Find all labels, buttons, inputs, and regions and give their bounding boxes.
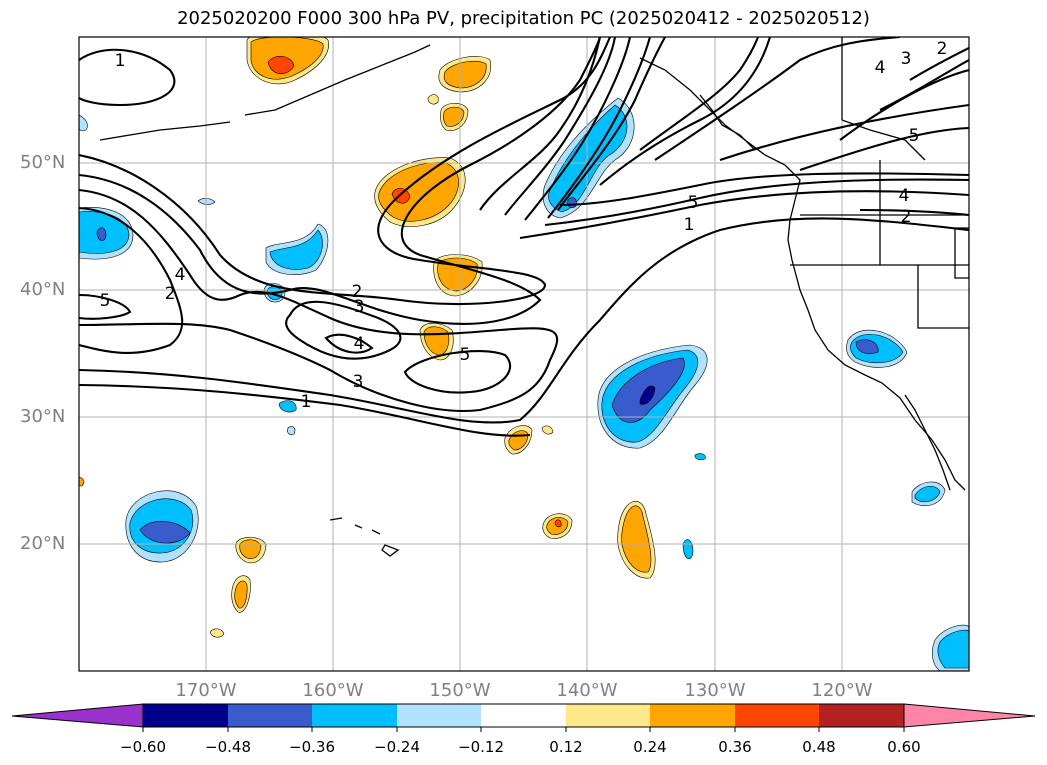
pv-contour-ridge-4	[547, 37, 652, 219]
border-montana	[954, 227, 969, 279]
map-title: 2025020200 F000 300 hPa PV, precipitatio…	[177, 8, 870, 29]
contour-label: 5	[100, 291, 111, 311]
lon-label: 140°W	[556, 680, 618, 701]
contour-label: 4	[175, 265, 186, 285]
aleutian-islands	[244, 44, 431, 116]
colorbar-outline	[142, 703, 905, 728]
alaska-panhandle	[699, 94, 756, 151]
colorbar-swatch	[819, 704, 904, 727]
border-nevada	[917, 265, 969, 329]
contour-label: 4	[875, 58, 886, 78]
colorbar-swatch	[228, 704, 312, 727]
contour-label: 3	[354, 297, 365, 317]
west-coast	[639, 57, 966, 491]
lat-label: 40°N	[20, 279, 66, 300]
colorbar-tick-label: −0.60	[120, 738, 166, 756]
colorbar-swatch	[566, 704, 650, 727]
lon-label: 120°W	[811, 680, 873, 701]
pv-contour-2-east	[859, 208, 969, 217]
contour-labels: 1 2 3 4 5 1 2 3 4 5 1 3 4 5 1 2 3 4 5 2 …	[100, 39, 948, 412]
contour-label: 4	[899, 186, 910, 206]
colorbar-swatch	[735, 704, 819, 727]
pv-contour-3-east	[519, 190, 969, 240]
lat-label: 20°N	[20, 533, 66, 554]
colorbar-swatch	[312, 704, 397, 727]
pv-contour-ridge-5	[557, 37, 666, 211]
contour-label: 3	[353, 372, 364, 392]
pv-contour-5-ne	[799, 126, 969, 171]
colorbar-extend-high	[903, 703, 1036, 728]
lon-label: 160°W	[302, 680, 364, 701]
precip-blob-aleutian-pos	[246, 37, 329, 85]
colorbar-extend-low	[11, 703, 144, 728]
lon-label: 170°W	[175, 680, 237, 701]
contour-label: 3	[901, 49, 912, 69]
hawaiian-islands	[329, 517, 400, 557]
pv-contour-6	[719, 103, 969, 161]
pv-contour-trough-c	[654, 37, 901, 161]
aleutian-islands-west	[99, 121, 231, 141]
pv-contour-ridge-1	[479, 37, 602, 211]
lat-label: 30°N	[20, 406, 66, 427]
contour-label: 5	[688, 193, 699, 213]
contour-label: 2	[165, 284, 176, 304]
pv-contour-5-west	[79, 293, 132, 320]
contour-label: 1	[115, 51, 126, 71]
contour-label: 2	[937, 39, 948, 59]
pv-contour-3-west	[79, 188, 559, 412]
contour-label: 1	[301, 392, 312, 412]
coastlines	[99, 37, 969, 557]
pv-contour-4-east	[403, 349, 512, 394]
lat-label: 50°N	[20, 152, 66, 173]
colorbar-tick-label: 0.60	[887, 738, 921, 756]
colorbar-tick-label: −0.24	[374, 738, 420, 756]
pv-contour-1-south	[79, 383, 531, 437]
map-panel	[79, 37, 969, 671]
colorbar-swatch	[650, 704, 735, 727]
colorbar-swatch	[481, 704, 566, 727]
pv-contour-2-north	[79, 37, 602, 325]
contour-label: 5	[909, 126, 920, 146]
colorbar-swatch	[397, 704, 481, 727]
pv-contour-4-east-long	[544, 178, 969, 227]
lon-label: 150°W	[429, 680, 491, 701]
colorbar-tick-label: −0.12	[458, 738, 504, 756]
lon-label: 130°W	[684, 680, 746, 701]
pv-contour-4-west	[79, 206, 184, 354]
colorbar-tick-label: −0.36	[289, 738, 335, 756]
contour-label: 2	[901, 207, 912, 227]
pv-contour-3-ne	[879, 59, 969, 111]
baja-california	[904, 394, 951, 491]
pv-contour-4-inner	[285, 300, 402, 360]
colorbar-tick-label: 0.24	[633, 738, 667, 756]
pv-contours	[79, 37, 969, 437]
precip-blob-135w-neg	[597, 344, 708, 449]
contour-label: 2	[352, 282, 363, 302]
pv-contour-1-long	[79, 217, 969, 424]
precip-blob-gulf-pos	[427, 56, 491, 131]
pv-contour-2-ne	[909, 47, 969, 81]
pv-contour-1-nw	[79, 48, 176, 107]
precip-blob-california-neg	[846, 329, 908, 368]
colorbar-tick-label: −0.48	[205, 738, 251, 756]
pv-contour-ridge-2	[504, 37, 617, 216]
colorbar-tick-label: 0.36	[718, 738, 752, 756]
precip-blob-45n-pos	[374, 157, 466, 227]
pv-contour-1-north	[79, 37, 611, 306]
pv-contour-trough-b	[639, 37, 759, 151]
contour-label: 1	[684, 215, 695, 235]
contour-label: 5	[460, 345, 471, 365]
colorbar-tick-label: 0.48	[802, 738, 836, 756]
pv-contour-5-inner	[324, 333, 374, 354]
colorbar	[11, 703, 1036, 732]
pv-contour-ridge-3	[524, 37, 632, 221]
contour-label: 4	[354, 334, 365, 354]
colorbar-swatch	[143, 704, 228, 727]
pv-contour-trough-a	[599, 37, 772, 186]
colorbar-tick-label: 0.12	[549, 738, 583, 756]
map-frame	[78, 36, 970, 672]
pv-contour-5-east	[559, 172, 969, 207]
